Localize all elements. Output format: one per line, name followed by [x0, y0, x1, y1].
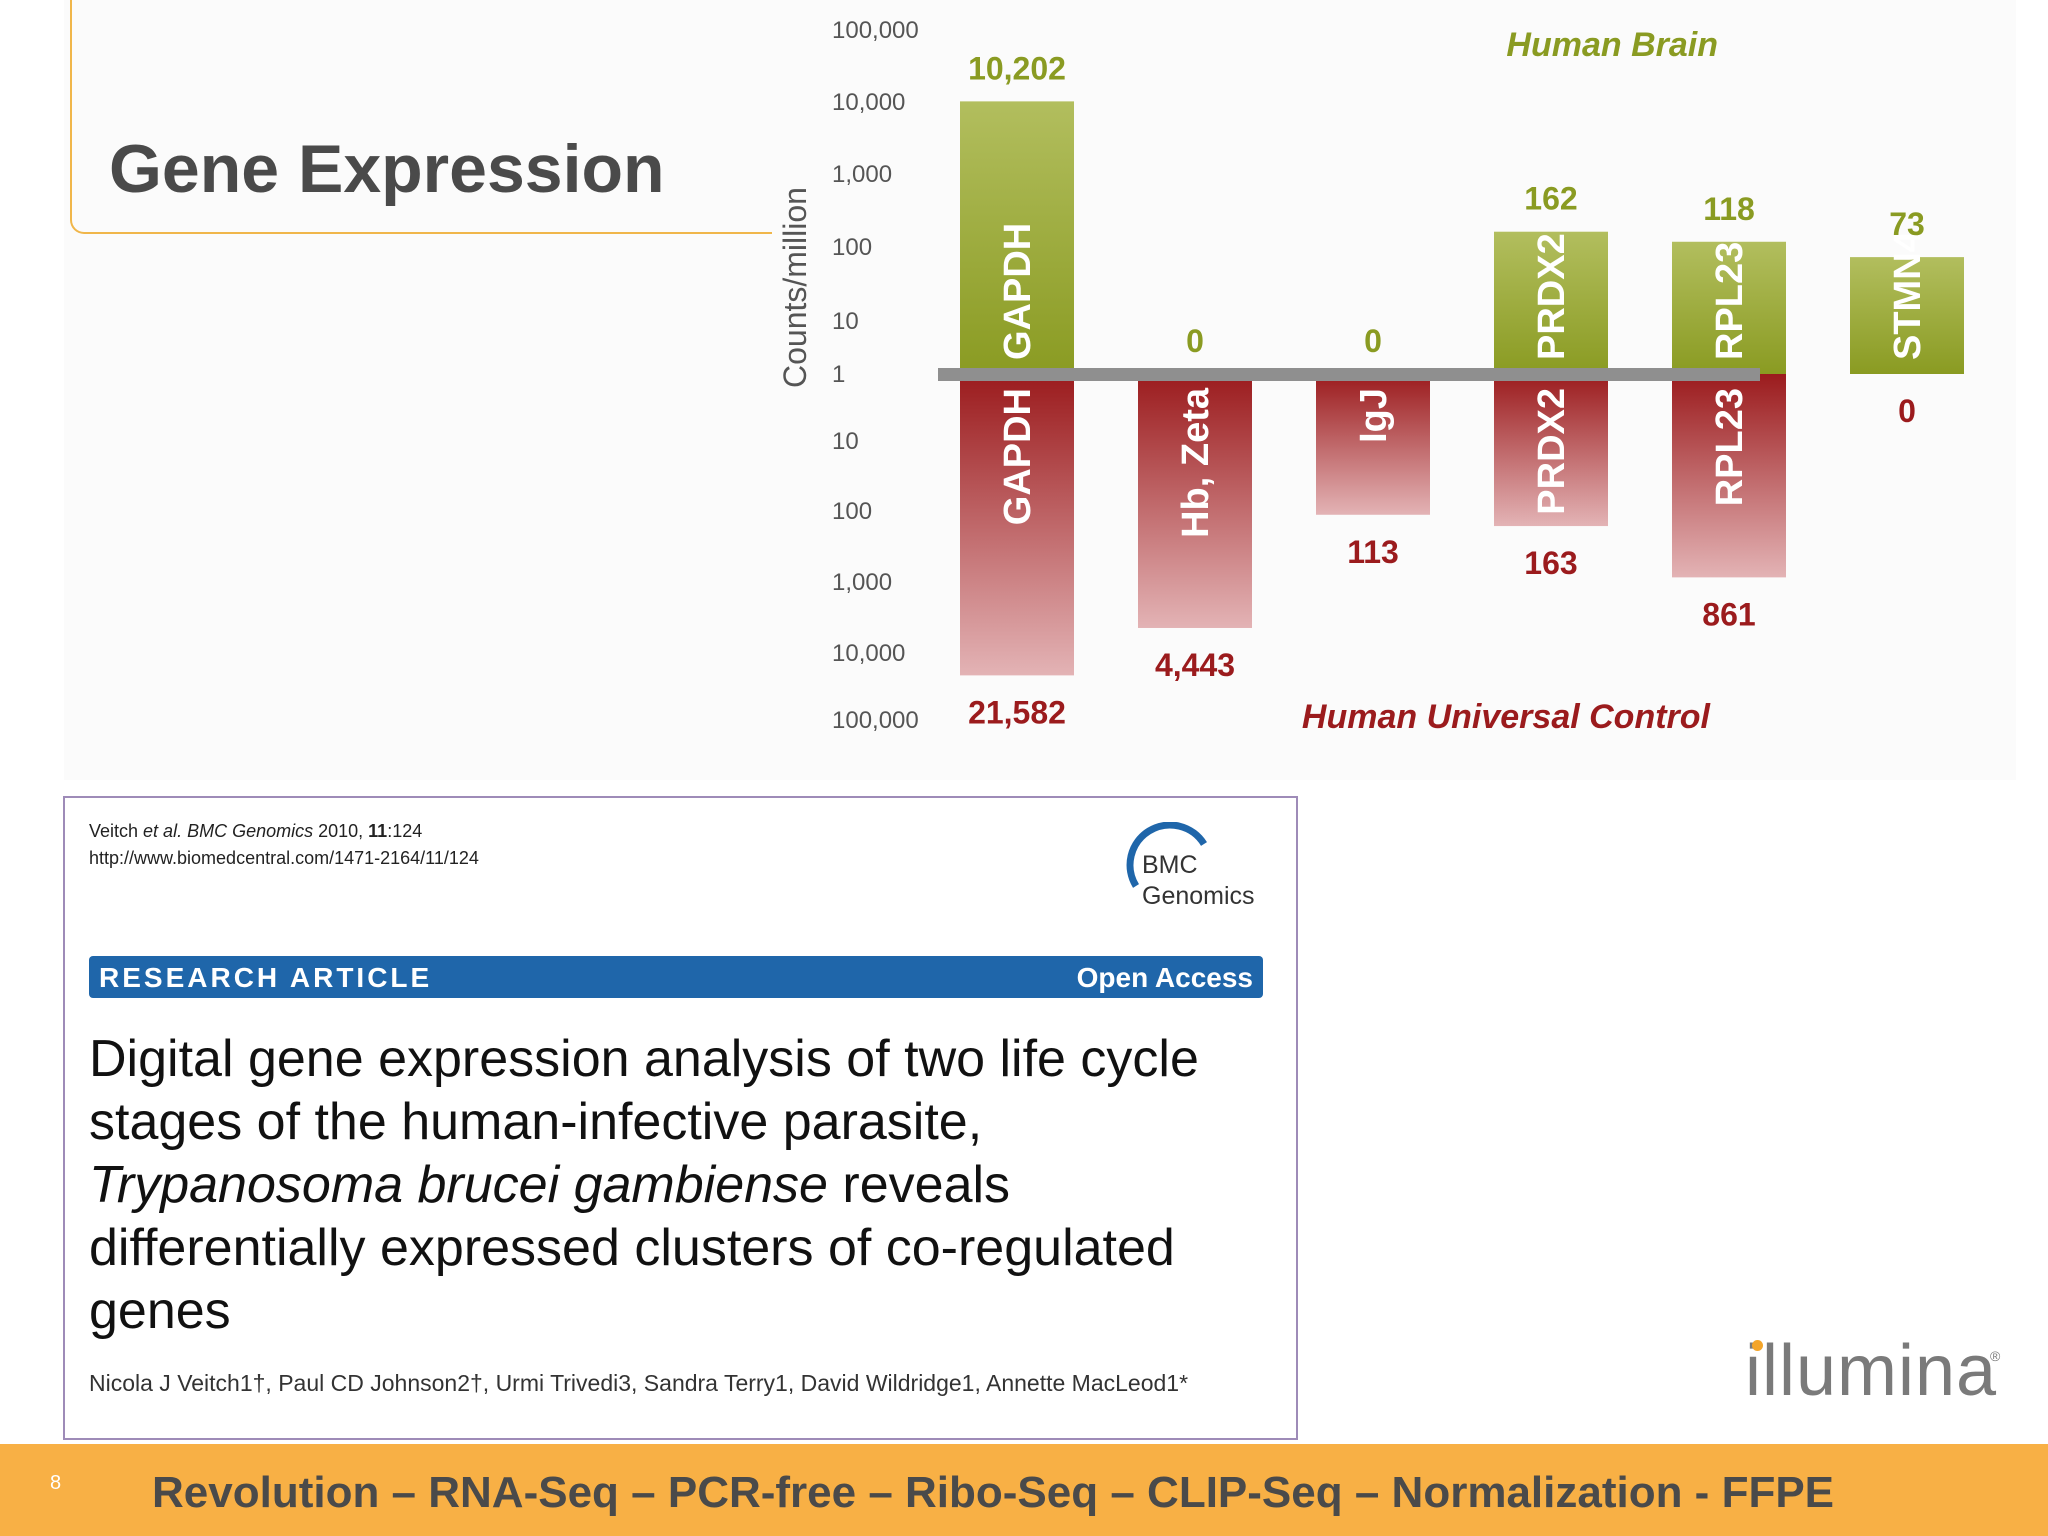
data-label-brain: 73	[1889, 206, 1925, 242]
slide-number: 8	[50, 1472, 62, 1494]
footer-text: Revolution – RNA-Seq – PCR-free – Ribo-S…	[152, 1468, 1835, 1517]
data-label-brain: 162	[1524, 181, 1577, 217]
bar-label: RPL23	[1709, 388, 1751, 506]
illumina-logo: illumina	[1745, 1331, 1998, 1411]
bmc-genomics-logo: BMC Genomics	[1120, 822, 1270, 922]
bar-brain-stmn4	[1850, 257, 1964, 374]
paper-excerpt: Veitch et al. BMC Genomics 2010, 11:124 …	[63, 796, 1298, 1440]
bar-label: PRDX2	[1531, 388, 1573, 515]
bar-control-hb-zeta	[1138, 374, 1252, 628]
data-label-control: 4,443	[1155, 647, 1235, 683]
y-tick-label: 10	[832, 308, 859, 335]
data-label-brain: 10,202	[968, 50, 1066, 86]
data-label-control: 163	[1524, 545, 1577, 581]
bar-control-igj	[1316, 374, 1430, 515]
data-label-control: 861	[1702, 596, 1755, 632]
bmc-arc-icon	[1126, 822, 1207, 888]
citation: Veitch et al. BMC Genomics 2010, 11:124 …	[89, 818, 479, 872]
legend-human-brain: Human Brain	[1506, 26, 1718, 64]
paper-authors: Nicola J Veitch1†, Paul CD Johnson2†, Ur…	[89, 1370, 1189, 1396]
research-article-label: RESEARCH ARTICLE	[99, 962, 433, 993]
slide-title: Gene Expression	[109, 131, 665, 207]
illumina-logo-dot	[1752, 1340, 1763, 1351]
bar-control-prdx2	[1494, 374, 1608, 527]
bar-label: STMN4	[1887, 231, 1929, 360]
y-tick-label: 1	[832, 361, 845, 388]
baseline-axis	[938, 368, 1760, 381]
data-label-brain: 0	[1186, 323, 1204, 359]
y-tick-label: 100,000	[832, 17, 919, 44]
data-label-brain: 118	[1703, 191, 1755, 227]
bar-label: Hb, Zeta	[1175, 387, 1217, 538]
expression-chart: Counts/million100,00010,0001,00010010110…	[777, 17, 1964, 736]
y-axis-label: Counts/million	[777, 187, 813, 388]
y-tick-label: 100	[832, 498, 872, 525]
y-tick-label: 10,000	[832, 89, 905, 116]
y-tick-label: 10	[832, 428, 859, 455]
bar-label: GAPDH	[997, 388, 1039, 525]
data-label-control: 0	[1898, 393, 1916, 429]
bar-label: PRDX2	[1531, 233, 1573, 360]
data-label-brain: 0	[1364, 323, 1382, 359]
data-label-control: 113	[1347, 534, 1399, 570]
bar-brain-gapdh	[960, 101, 1074, 374]
bar-brain-prdx2	[1494, 231, 1608, 374]
bar-control-gapdh	[960, 374, 1074, 676]
y-tick-label: 10,000	[832, 640, 905, 667]
y-tick-label: 100,000	[832, 707, 919, 734]
y-tick-label: 1,000	[832, 161, 892, 188]
article-type-band: RESEARCH ARTICLE Open Access	[89, 956, 1263, 998]
footer-bar: 8 Revolution – RNA-Seq – PCR-free – Ribo…	[0, 1444, 2048, 1536]
bar-label: IgJ	[1353, 388, 1395, 443]
bar-label: RPL23	[1709, 242, 1751, 360]
registered-mark: ®	[1990, 1348, 2001, 1364]
bar-control-rpl23	[1672, 374, 1786, 578]
title-frame	[70, 0, 772, 234]
open-access-label: Open Access	[1076, 962, 1253, 993]
y-tick-label: 1,000	[832, 569, 892, 596]
data-label-control: 21,582	[968, 694, 1066, 730]
legend-human-universal-control: Human Universal Control	[1302, 698, 1712, 736]
paper-title: Digital gene expression analysis of two …	[89, 1030, 1199, 1340]
bar-brain-rpl23	[1672, 241, 1786, 374]
bar-label: GAPDH	[997, 223, 1039, 360]
citation-url: http://www.biomedcentral.com/1471-2164/1…	[89, 848, 479, 868]
y-tick-label: 100	[832, 234, 872, 261]
